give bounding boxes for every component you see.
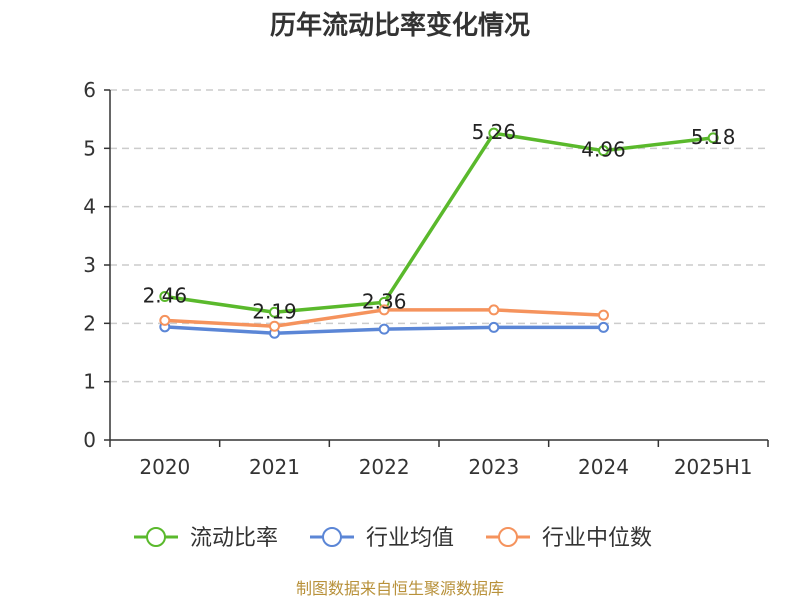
data-point xyxy=(378,304,390,316)
y-tick-label: 4 xyxy=(83,195,96,219)
y-tick-label: 6 xyxy=(83,78,96,102)
data-point xyxy=(488,304,500,316)
x-tick-label: 2020 xyxy=(139,455,190,479)
legend: 流动比率 行业均值 行业中位数 xyxy=(134,526,652,551)
data-point xyxy=(598,145,609,157)
legend-label: 行业均值 xyxy=(366,526,454,551)
data-label: 2.36 xyxy=(362,289,407,313)
x-tick-label: 2023 xyxy=(468,455,519,479)
data-label: 2.46 xyxy=(143,284,188,308)
x-tick-label: 2022 xyxy=(359,455,410,479)
y-tick-label: 5 xyxy=(83,136,96,160)
data-point xyxy=(159,291,171,302)
y-tick-label: 2 xyxy=(83,311,96,335)
data-label: 5.18 xyxy=(691,125,736,149)
data-label: 4.96 xyxy=(581,138,626,162)
legend-label: 流动比率 xyxy=(190,526,278,551)
x-tick-label: 2025H1 xyxy=(674,455,753,479)
source-note: 制图数据来自恒生聚源数据库 xyxy=(296,579,504,598)
series-line-0 xyxy=(164,131,714,314)
data-point xyxy=(598,309,609,321)
data-point xyxy=(598,321,609,333)
y-tick-label: 1 xyxy=(83,370,96,394)
y-tick-label: 0 xyxy=(83,428,96,452)
data-labels: 2.46 2.19 2.36 5.26 4.96 5.18 xyxy=(143,120,736,323)
chart-title: 历年流动比率变化情况 xyxy=(270,10,530,41)
y-tick-label: 3 xyxy=(83,253,96,277)
data-label: 2.19 xyxy=(252,299,297,323)
x-tick-label: 2024 xyxy=(578,455,629,479)
data-point xyxy=(707,132,719,144)
data-point xyxy=(269,320,280,332)
series-lines xyxy=(159,127,719,339)
legend-label: 行业中位数 xyxy=(542,526,652,551)
data-point xyxy=(269,306,280,318)
x-tick-label: 2021 xyxy=(249,455,300,479)
data-point xyxy=(159,314,171,326)
data-point xyxy=(488,321,500,333)
data-label: 5.26 xyxy=(472,120,517,144)
axes: 0 1 2 3 4 5 6 2020 2021 2022 2023 2024 2025H1 xyxy=(83,78,769,479)
legend-swatch-marker xyxy=(322,527,342,547)
legend-swatch-marker xyxy=(498,527,518,547)
grid-lines xyxy=(110,89,768,383)
legend-swatch-marker xyxy=(146,527,166,547)
data-point xyxy=(378,323,390,335)
data-point xyxy=(488,127,500,139)
